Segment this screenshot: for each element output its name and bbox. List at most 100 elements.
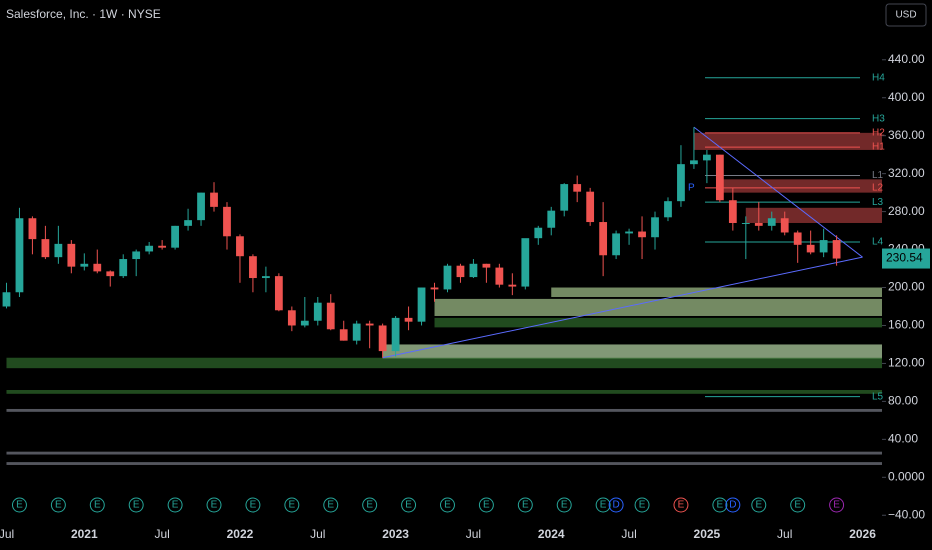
- zone: [382, 344, 882, 359]
- candle-body: [832, 240, 841, 259]
- x-tick-label: 2026: [849, 527, 876, 541]
- event-label: E: [639, 500, 646, 511]
- candle-body: [339, 329, 348, 341]
- zone: [693, 132, 882, 150]
- pivot-label: L1: [872, 170, 884, 181]
- event-marker: [89, 497, 105, 513]
- candle-body: [767, 218, 776, 226]
- zone: [6, 451, 883, 455]
- event-label: E: [600, 500, 607, 511]
- candle-body: [80, 263, 89, 267]
- candle-body: [599, 222, 608, 256]
- currency-label: USD: [895, 10, 916, 21]
- candle-body: [728, 200, 737, 223]
- event-label: D: [612, 500, 619, 511]
- event-marker: [401, 497, 417, 513]
- candle-body: [28, 218, 37, 240]
- candle-body: [521, 238, 530, 287]
- candle-body: [482, 263, 491, 268]
- candle-body: [106, 271, 115, 277]
- candle-body: [391, 317, 400, 352]
- zone: [6, 357, 883, 369]
- last-price-box: [882, 248, 930, 269]
- pivot-label: P: [688, 183, 695, 194]
- pivot-label: H1: [872, 142, 885, 153]
- trendline: [693, 126, 863, 258]
- candle-body: [54, 243, 63, 258]
- event-label: E: [211, 500, 218, 511]
- candle-body: [456, 265, 465, 278]
- candle-body: [326, 302, 335, 330]
- candle-body: [184, 220, 192, 226]
- event-label: E: [94, 500, 101, 511]
- event-label: E: [522, 500, 529, 511]
- zone: [6, 462, 883, 465]
- y-tick-label: 360.00: [888, 128, 925, 142]
- x-tick-label: 2022: [227, 527, 254, 541]
- event-label: E: [833, 500, 840, 511]
- candle-body: [210, 192, 218, 207]
- zone: [719, 179, 882, 193]
- event-marker: [478, 497, 494, 513]
- candle-body: [171, 225, 179, 248]
- event-marker: [673, 497, 689, 513]
- candle-body: [404, 317, 413, 322]
- zone: [434, 298, 882, 316]
- event-label: E: [327, 500, 334, 511]
- event-marker: [167, 497, 183, 513]
- candle-body: [223, 206, 231, 237]
- last-price-label: 230.54: [886, 251, 923, 265]
- x-tick-label: Jul: [466, 527, 481, 541]
- y-tick-label: 80.00: [888, 394, 918, 408]
- event-label: E: [250, 500, 257, 511]
- x-tick-label: Jul: [621, 527, 636, 541]
- candle-body: [262, 276, 270, 279]
- candle-body: [560, 184, 569, 211]
- candle-body: [417, 287, 426, 322]
- pivot-label: H4: [872, 72, 885, 83]
- event-label: E: [561, 500, 568, 511]
- candle-body: [249, 256, 257, 279]
- pivot-label: L3: [872, 197, 884, 208]
- candle-body: [300, 320, 309, 326]
- y-tick-label: 320.00: [888, 166, 925, 180]
- zone: [551, 287, 882, 298]
- event-marker: [712, 497, 728, 513]
- currency-button[interactable]: [885, 3, 927, 27]
- candle-body: [132, 251, 141, 260]
- candle-body: [145, 245, 154, 252]
- candle-body: [274, 276, 283, 311]
- x-tick-label: 2023: [382, 527, 409, 541]
- pivot-label: L4: [872, 237, 884, 248]
- pivot-label: L5: [872, 391, 884, 402]
- event-marker: [439, 497, 455, 513]
- y-tick-label: 280.00: [888, 204, 925, 218]
- event-marker: [556, 497, 572, 513]
- event-marker: [128, 497, 144, 513]
- candle-body: [715, 154, 724, 201]
- event-label: E: [289, 500, 296, 511]
- chart-title: Salesforce, Inc. · 1W · NYSE: [6, 7, 161, 21]
- candle-body: [2, 292, 11, 307]
- candle-body: [41, 239, 50, 258]
- event-marker: [790, 497, 806, 513]
- y-tick-label: 440.00: [888, 52, 925, 66]
- x-tick-label: 2021: [71, 527, 98, 541]
- candle-body: [625, 231, 633, 234]
- event-marker: [284, 497, 300, 513]
- trendline: [382, 256, 863, 359]
- event-marker: [206, 497, 222, 513]
- candle-body: [741, 222, 750, 224]
- event-label: E: [483, 500, 490, 511]
- candle-body: [638, 231, 646, 238]
- candle-body: [793, 232, 802, 245]
- event-marker: [362, 497, 378, 513]
- candle-body: [754, 222, 763, 226]
- event-label: E: [55, 500, 62, 511]
- event-marker: [11, 497, 27, 513]
- event-label: E: [678, 500, 685, 511]
- zone: [6, 408, 883, 412]
- candle-body: [119, 259, 128, 277]
- event-label: D: [729, 500, 736, 511]
